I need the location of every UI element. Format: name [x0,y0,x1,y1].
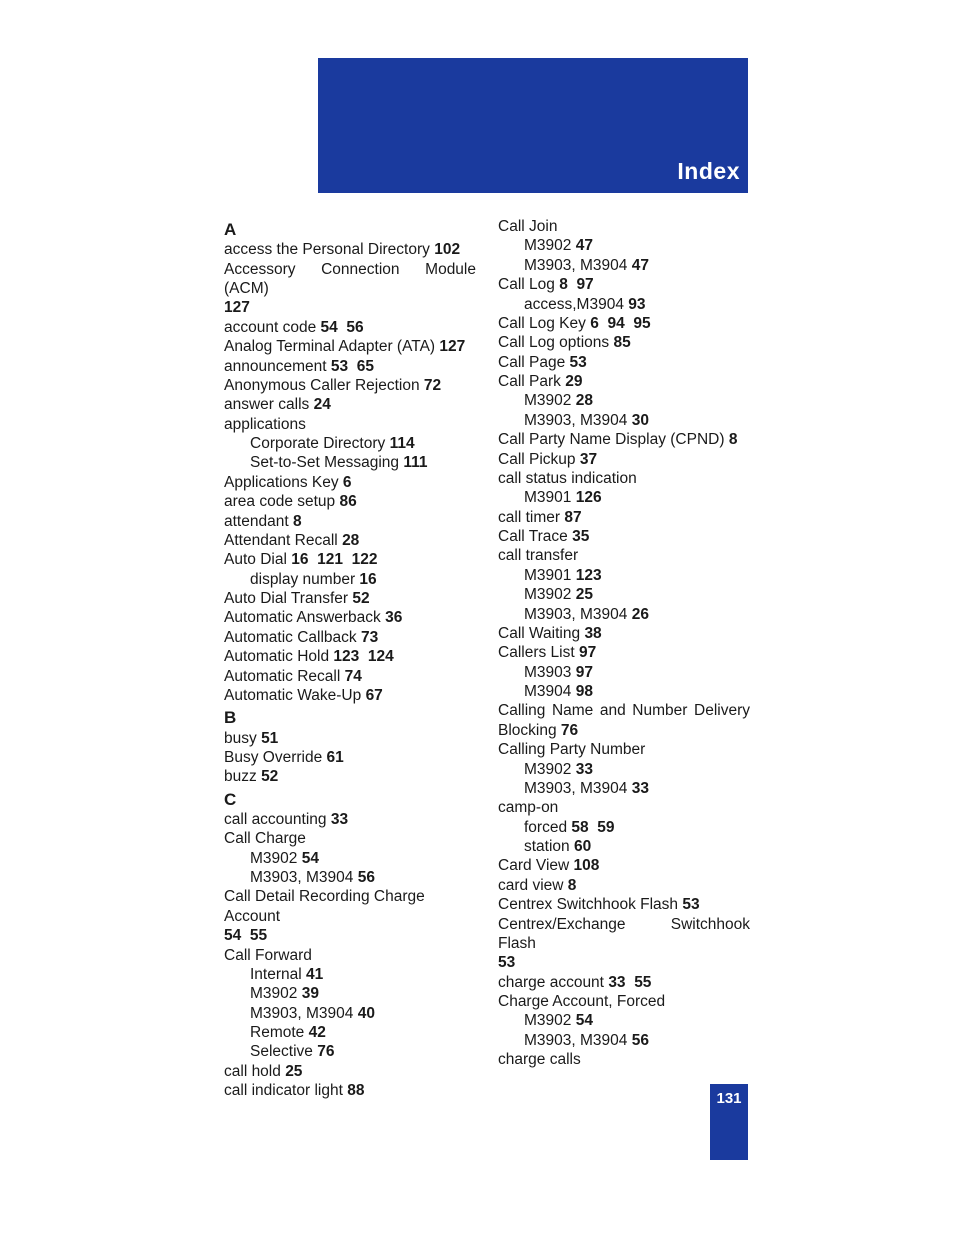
index-entry: buzz 52 [224,767,476,786]
index-entry: Call Page 53 [498,353,750,372]
index-entry: Call Log Key 6 94 95 [498,314,750,333]
index-entry: call status indication [498,469,750,488]
index-entry: Auto Dial Transfer 52 [224,589,476,608]
index-entry: Blocking 76 [498,721,750,740]
index-entry: Call Waiting 38 [498,624,750,643]
index-entry: attendant 8 [224,512,476,531]
index-entry: Attendant Recall 28 [224,531,476,550]
index-entry: Call Join [498,217,750,236]
index-entry: call accounting 33 [224,810,476,829]
section-letter-b: B [224,707,476,728]
index-entry: answer calls 24 [224,395,476,414]
index-subentry: M3903, M3904 47 [498,256,750,275]
index-column-right: Call Join M3902 47 M3903, M3904 47 Call … [498,217,750,1101]
index-entry: area code setup 86 [224,492,476,511]
index-entry: access the Personal Directory 102 [224,240,476,259]
index-subentry: M3903, M3904 26 [498,605,750,624]
page-number-badge: 131 [710,1084,748,1160]
index-subentry: access,M3904 93 [498,295,750,314]
index-subentry: M3903, M3904 40 [224,1004,476,1023]
index-entry: Anonymous Caller Rejection 72 [224,376,476,395]
index-subentry: M3901 126 [498,488,750,507]
section-letter-c: C [224,789,476,810]
index-subentry: Selective 76 [224,1042,476,1061]
index-entry: Call Park 29 [498,372,750,391]
index-entry: 127 [224,298,476,317]
index-subentry: M3903, M3904 56 [224,868,476,887]
index-entry: Call Party Name Display (CPND) 8 [498,430,750,449]
index-entry: Centrex Switchhook Flash 53 [498,895,750,914]
page-title: Index [677,158,740,185]
page-number: 131 [716,1090,741,1107]
index-subentry: station 60 [498,837,750,856]
index-subentry: M3902 54 [498,1011,750,1030]
index-content: A access the Personal Directory 102 Acce… [224,217,750,1101]
index-entry: Call Log 8 97 [498,275,750,294]
index-entry: call timer 87 [498,508,750,527]
index-entry: call hold 25 [224,1062,476,1081]
index-entry: Charge Account, Forced [498,992,750,1011]
index-entry: Call Pickup 37 [498,450,750,469]
index-column-left: A access the Personal Directory 102 Acce… [224,217,476,1101]
index-subentry: display number 16 [224,570,476,589]
index-subentry: Remote 42 [224,1023,476,1042]
index-entry: Auto Dial 16 121 122 [224,550,476,569]
index-subentry: M3902 28 [498,391,750,410]
index-subentry: Corporate Directory 114 [224,434,476,453]
index-subentry: M3904 98 [498,682,750,701]
index-subentry: M3903 97 [498,663,750,682]
index-entry: Call Detail Recording Charge Account [224,887,476,926]
index-entry: call transfer [498,546,750,565]
index-subentry: Internal 41 [224,965,476,984]
index-subentry: M3902 33 [498,760,750,779]
index-entry: Analog Terminal Adapter (ATA) 127 [224,337,476,356]
index-entry: busy 51 [224,729,476,748]
index-entry: Calling Name and Number Delivery [498,701,750,720]
index-subentry: M3901 123 [498,566,750,585]
index-entry: 53 [498,953,750,972]
index-entry: 54 55 [224,926,476,945]
index-entry: call indicator light 88 [224,1081,476,1100]
index-entry: Call Trace 35 [498,527,750,546]
index-entry: Calling Party Number [498,740,750,759]
index-entry: Automatic Answerback 36 [224,608,476,627]
index-entry: Call Forward [224,946,476,965]
index-entry: Call Log options 85 [498,333,750,352]
index-entry: Centrex/Exchange Switchhook Flash [498,915,750,954]
index-subentry: M3903, M3904 30 [498,411,750,430]
index-entry: card view 8 [498,876,750,895]
index-entry: Accessory Connection Module (ACM) [224,260,476,299]
index-entry: Applications Key 6 [224,473,476,492]
index-subentry: forced 58 59 [498,818,750,837]
index-subentry: M3902 54 [224,849,476,868]
index-entry: Call Charge [224,829,476,848]
index-entry: charge account 33 55 [498,973,750,992]
index-entry: Automatic Wake-Up 67 [224,686,476,705]
index-entry: announcement 53 65 [224,357,476,376]
index-subentry: M3902 25 [498,585,750,604]
index-entry: Automatic Recall 74 [224,667,476,686]
index-subentry: M3903, M3904 56 [498,1031,750,1050]
index-entry: charge calls [498,1050,750,1069]
index-subentry: Set-to-Set Messaging 111 [224,453,476,472]
index-entry: Callers List 97 [498,643,750,662]
section-letter-a: A [224,219,476,240]
index-entry: camp-on [498,798,750,817]
index-entry: applications [224,415,476,434]
index-subentry: M3902 39 [224,984,476,1003]
index-entry: Automatic Callback 73 [224,628,476,647]
index-entry: Automatic Hold 123 124 [224,647,476,666]
index-subentry: M3903, M3904 33 [498,779,750,798]
index-entry: account code 54 56 [224,318,476,337]
index-subentry: M3902 47 [498,236,750,255]
index-entry: Card View 108 [498,856,750,875]
index-entry: Busy Override 61 [224,748,476,767]
